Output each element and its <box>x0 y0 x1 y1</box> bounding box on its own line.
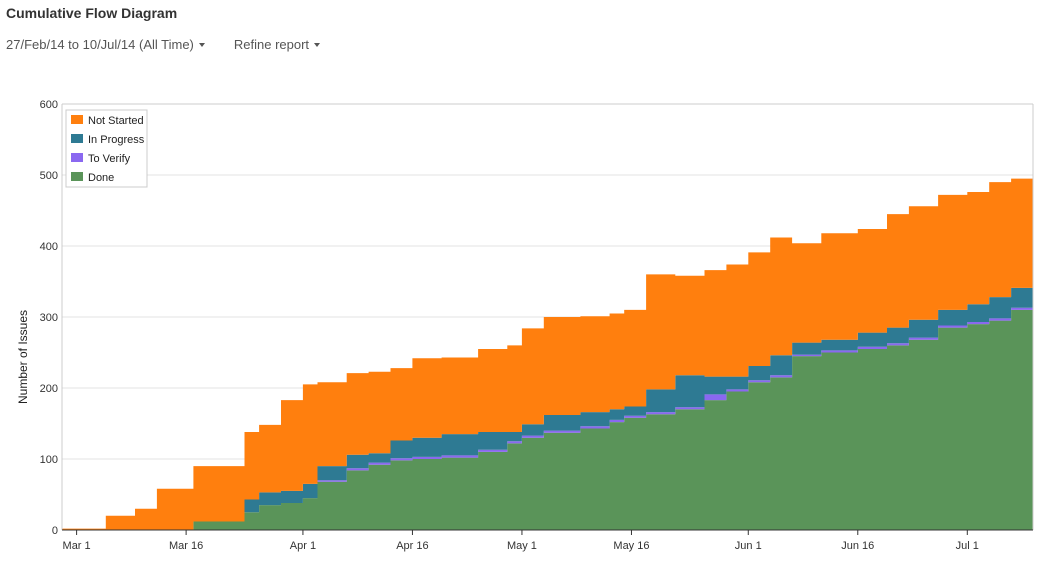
x-tick-label: Mar 16 <box>169 540 203 552</box>
legend-label-not-started: Not Started <box>88 115 144 127</box>
series-area-done <box>62 301 1033 530</box>
area-series <box>62 143 1033 530</box>
x-tick-label: Jun 1 <box>735 540 762 552</box>
legend-swatch-not-started <box>71 115 83 124</box>
y-tick-label: 200 <box>40 383 58 395</box>
filter-bar: 27/Feb/14 to 10/Jul/14 (All Time) Refine… <box>6 37 321 52</box>
refine-report-label: Refine report <box>233 37 310 52</box>
x-axis-ticks: Mar 1 Mar 16 Apr 1 Apr 16 May 1 May 16 Jun 1 Ju… <box>63 530 979 552</box>
date-range-dropdown[interactable]: 27/Feb/14 to 10/Jul/14 (All Time) <box>6 37 205 52</box>
y-tick-label: 300 <box>40 312 58 324</box>
x-tick-label: Jul 1 <box>956 540 979 552</box>
x-tick-label: Apr 16 <box>396 540 428 552</box>
chevron-down-icon <box>314 43 321 47</box>
x-tick-label: Mar 1 <box>63 540 91 552</box>
x-tick-label: Jun 16 <box>841 540 874 552</box>
date-range-label: 27/Feb/14 to 10/Jul/14 (All Time) <box>6 37 194 52</box>
legend-swatch-in-progress <box>71 134 83 143</box>
series-area-not-started <box>62 143 1033 530</box>
chevron-down-icon <box>198 43 205 47</box>
chart-legend: Not Started In Progress To Verify Done <box>65 109 148 188</box>
refine-report-dropdown[interactable]: Refine report <box>233 37 321 52</box>
x-tick-label: May 16 <box>613 540 649 552</box>
legend-label-in-progress: In Progress <box>88 134 145 146</box>
y-axis-ticks: 0 100 200 300 400 500 600 <box>40 99 58 537</box>
y-tick-label: 600 <box>40 99 58 111</box>
y-axis-label: Number of Issues <box>16 310 30 404</box>
legend-swatch-to-verify <box>71 153 83 162</box>
legend-label-to-verify: To Verify <box>88 153 131 165</box>
legend-label-done: Done <box>88 172 114 184</box>
x-tick-label: May 1 <box>507 540 537 552</box>
page-title: Cumulative Flow Diagram <box>6 5 178 21</box>
x-tick-label: Apr 1 <box>290 540 316 552</box>
axes <box>61 103 1034 531</box>
y-tick-label: 400 <box>40 241 58 253</box>
y-tick-label: 500 <box>40 170 58 182</box>
legend-swatch-done <box>71 172 83 181</box>
y-tick-label: 100 <box>40 454 58 466</box>
y-tick-label: 0 <box>52 525 58 537</box>
